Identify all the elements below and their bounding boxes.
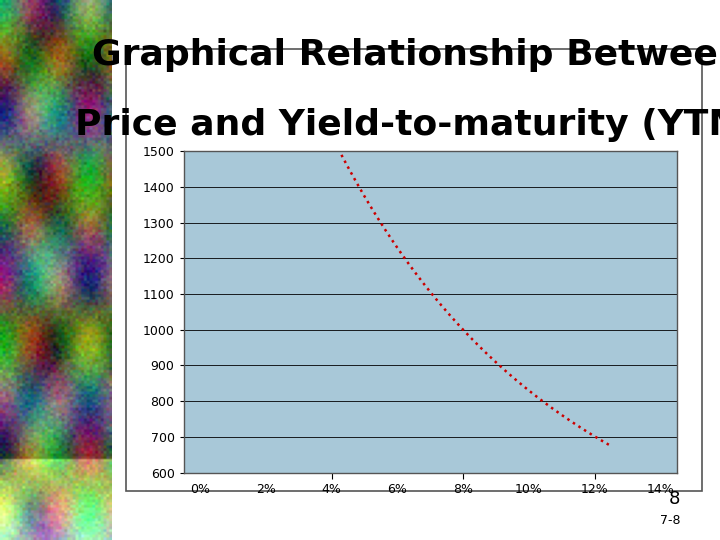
Text: Graphical Relationship Between: Graphical Relationship Between (91, 38, 720, 72)
Text: Price and Yield-to-maturity (YTM): Price and Yield-to-maturity (YTM) (75, 108, 720, 142)
Text: 7-8: 7-8 (660, 514, 680, 526)
Text: 8: 8 (669, 490, 680, 508)
